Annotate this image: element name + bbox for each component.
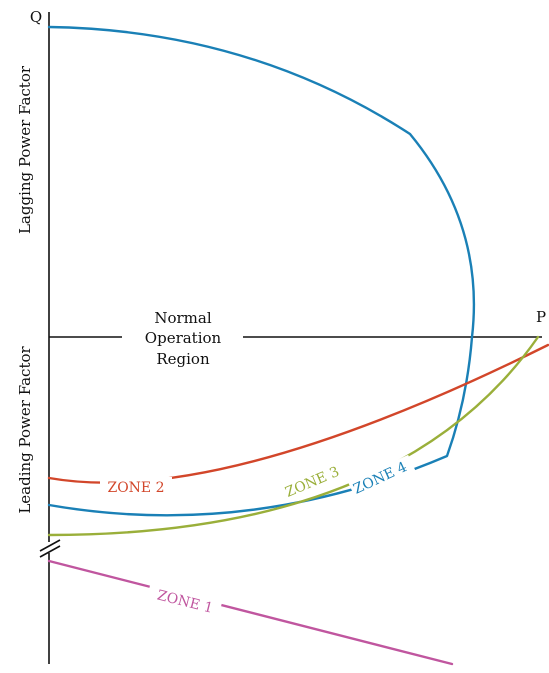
zone-2-label-gap: [100, 477, 172, 497]
zone-3-curve: [47, 335, 540, 537]
leading-power-factor-label: Leading Power Factor: [16, 345, 34, 513]
region-label-line-1: Normal: [154, 309, 211, 327]
zone-2-curve: [47, 343, 549, 484]
p-axis-label: P: [536, 308, 546, 326]
zone-1-line: [47, 559, 454, 666]
capability-curve: [47, 25, 476, 517]
zone-4-label: ZONE 4: [351, 459, 410, 498]
lagging-power-factor-label: Lagging Power Factor: [16, 65, 34, 234]
q-axis-label: Q: [30, 8, 42, 26]
region-label-line-2: Operation: [145, 329, 222, 347]
axis-break-mark-2: [39, 545, 61, 558]
zone-1-label-gap: [145, 583, 223, 621]
zone-4-label-gap: [348, 454, 416, 500]
region-label-line-3: Region: [156, 350, 210, 368]
zone-3-label-gap: [279, 459, 347, 503]
zone-2-label: ZONE 2: [107, 480, 164, 496]
axis-break-mark-1: [39, 539, 61, 552]
